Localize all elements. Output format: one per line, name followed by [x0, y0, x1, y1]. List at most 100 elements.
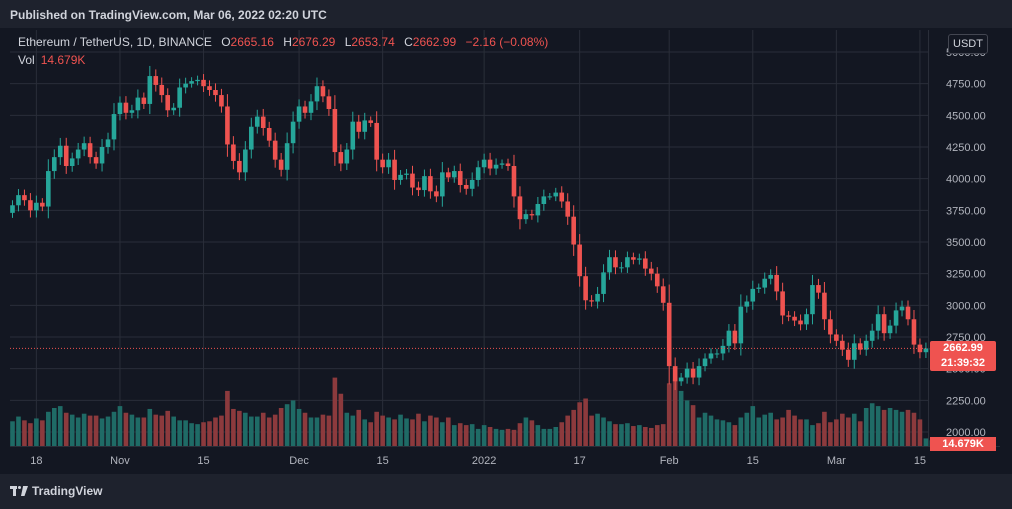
candle-body: [816, 285, 821, 293]
time-axis-label: Feb: [660, 455, 679, 467]
candle-body: [249, 126, 254, 150]
close-label: C: [404, 35, 413, 49]
candle-body: [213, 90, 218, 96]
volume-bar: [625, 423, 630, 446]
candle-body: [714, 353, 720, 355]
candle-body: [243, 149, 248, 173]
footer-bar: [0, 474, 1012, 509]
volume-bar: [153, 414, 159, 446]
candle-body: [446, 172, 451, 178]
volume-bar: [350, 415, 356, 446]
volume-bar: [165, 410, 171, 446]
volume-bar: [732, 425, 738, 446]
volume-bar: [654, 425, 660, 446]
volume-bar: [99, 418, 105, 446]
candle-body: [81, 143, 87, 150]
candle-body: [308, 101, 314, 113]
candle-body: [654, 273, 660, 287]
volume-bar: [404, 418, 409, 446]
candle-body: [792, 316, 797, 321]
candle-body: [51, 157, 57, 172]
volume-bar: [272, 414, 278, 446]
volume-bar: [207, 421, 212, 446]
volume-bar: [123, 412, 129, 446]
candle-body: [738, 306, 744, 344]
symbol-title: Ethereum / TetherUS, 1D, BINANCE: [18, 35, 212, 49]
candle-body: [607, 257, 612, 273]
volume-bar: [493, 428, 499, 446]
candle-body: [643, 258, 648, 269]
candle-body: [583, 276, 588, 301]
candle-body: [660, 286, 666, 303]
volume-bar: [171, 416, 176, 446]
candle-body: [46, 171, 51, 207]
volume-bar: [523, 417, 529, 446]
candle-body: [117, 102, 123, 115]
time-axis-label: 15: [914, 455, 926, 467]
volume-bar: [63, 412, 69, 446]
published-header: Published on TradingView.com, Mar 06, 20…: [10, 8, 327, 22]
time-axis-label: 2022: [472, 455, 496, 467]
candle-body: [911, 319, 917, 345]
volume-bar: [111, 411, 117, 446]
candle-body: [666, 302, 672, 367]
candle-body: [272, 140, 278, 160]
volume-bar: [816, 423, 821, 446]
volume-bar: [780, 417, 785, 446]
candle-body: [111, 114, 117, 140]
volume-bar: [601, 417, 606, 446]
open-label: O: [221, 35, 231, 49]
volume-bar: [559, 422, 565, 446]
price-axis-label: 2000.00: [946, 427, 986, 439]
volume-bar: [380, 415, 385, 446]
volume-bar: [183, 420, 188, 446]
candle-body: [511, 166, 517, 197]
candle-body: [428, 176, 433, 192]
candle-body: [147, 76, 153, 104]
volume-bar: [225, 390, 230, 446]
volume-bar: [416, 413, 421, 446]
candle-body: [105, 139, 111, 147]
candle-body: [451, 171, 457, 178]
volume-bar: [696, 417, 702, 446]
candle-body: [296, 106, 302, 122]
currency-button[interactable]: USDT: [948, 34, 988, 54]
candle-body: [547, 196, 553, 198]
volume-bar: [583, 398, 588, 446]
candle-body: [171, 107, 176, 111]
candle-body: [541, 196, 547, 204]
last-price-tag: 2662.99 21:39:32: [930, 341, 996, 371]
volume-bar: [720, 420, 726, 446]
chart-frame[interactable]: [10, 28, 1000, 470]
candle-body: [720, 345, 726, 354]
candle-body: [774, 274, 779, 292]
volume-bar: [881, 409, 887, 446]
volume-bar: [278, 408, 284, 446]
candlestick-chart[interactable]: 2000.002250.002500.002750.003000.003250.…: [0, 0, 1012, 474]
candle-body: [780, 291, 785, 316]
volume-bar: [451, 425, 457, 446]
candle-body: [386, 159, 391, 168]
volume-bar: [16, 416, 21, 446]
volume-bar: [28, 423, 33, 446]
volume-bar: [392, 419, 397, 446]
volume-bar: [875, 406, 881, 446]
volume-bar: [672, 379, 678, 446]
tradingview-logo[interactable]: TradingView: [10, 484, 102, 498]
volume-bar: [893, 409, 899, 446]
volume-bar: [541, 428, 547, 446]
candle-body: [893, 310, 899, 326]
candle-body: [875, 314, 881, 331]
candle-body: [260, 116, 266, 128]
volume-bar: [917, 419, 923, 446]
volume-bar: [159, 415, 165, 446]
volume-bar: [786, 409, 791, 446]
volume-bar: [708, 415, 714, 446]
candle-body: [708, 353, 714, 359]
price-axis-label: 4000.00: [946, 174, 986, 186]
candle-body: [410, 173, 415, 188]
top-bar: [0, 0, 1012, 28]
candle-body: [266, 128, 272, 141]
candle-body: [786, 315, 791, 317]
volume-bar: [684, 400, 690, 446]
